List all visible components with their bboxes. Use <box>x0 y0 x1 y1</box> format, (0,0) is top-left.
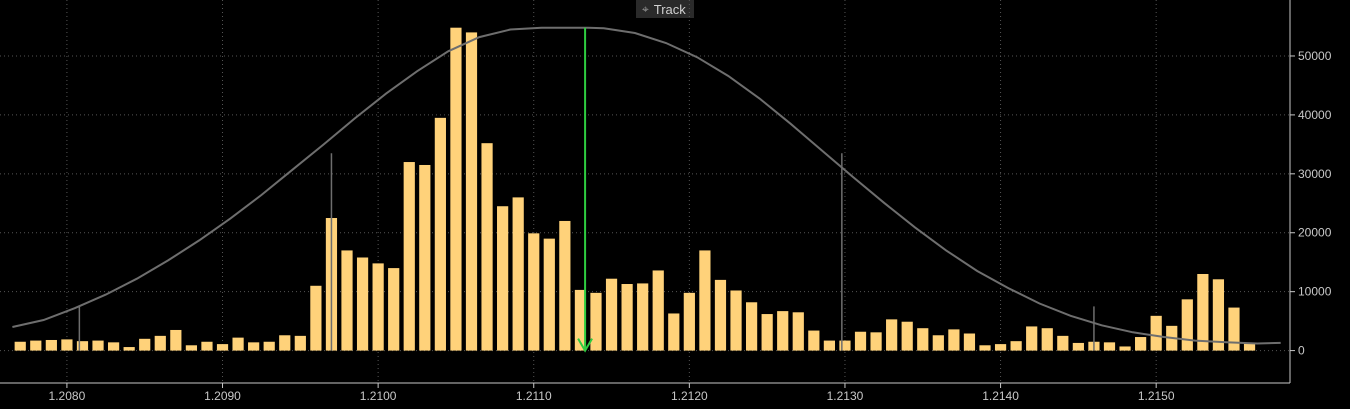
histogram-bar <box>870 332 882 351</box>
histogram-bar <box>434 117 446 351</box>
histogram-bar <box>154 335 166 351</box>
histogram-bar <box>1072 342 1084 351</box>
histogram-bar <box>1103 342 1116 351</box>
histogram-bar <box>559 220 571 351</box>
histogram-bar <box>139 338 151 351</box>
histogram-bar <box>839 340 851 351</box>
histogram-bar <box>917 328 929 351</box>
x-tick-label: 1.2130 <box>827 389 864 403</box>
y-tick-label: 40000 <box>1298 108 1332 122</box>
histogram-bar <box>403 162 415 351</box>
histogram-bar <box>481 143 493 351</box>
histogram-bar <box>497 206 509 351</box>
histogram-bar <box>310 285 322 351</box>
y-tick-label: 20000 <box>1298 226 1332 240</box>
histogram-bar <box>61 339 73 351</box>
x-tick-label: 1.2100 <box>360 389 397 403</box>
histogram-bar <box>528 233 540 351</box>
histogram-bar <box>901 321 913 351</box>
histogram-bar <box>979 345 991 351</box>
histogram-bar <box>1041 328 1053 351</box>
histogram-bar <box>45 339 57 351</box>
histogram-bar <box>388 268 400 351</box>
histogram-bar <box>605 278 618 351</box>
marker-arrowhead <box>577 338 593 353</box>
histogram-bar <box>699 250 711 351</box>
histogram-bar <box>356 257 369 351</box>
histogram-bar <box>714 279 727 351</box>
x-tick-label: 1.2090 <box>204 389 241 403</box>
histogram-bar <box>854 331 867 351</box>
y-tick-label: 50000 <box>1298 49 1332 63</box>
histogram-bar <box>1010 341 1022 351</box>
histogram-bar <box>1135 337 1147 351</box>
histogram-bar <box>808 330 820 351</box>
histogram-bar <box>745 302 758 351</box>
histogram-bar <box>92 340 104 351</box>
histogram-bar <box>730 290 742 351</box>
histogram-bar <box>994 344 1007 351</box>
histogram-bar <box>1026 326 1038 351</box>
histogram-bar <box>201 341 213 351</box>
histogram-bar <box>963 333 976 351</box>
x-tick-label: 1.2080 <box>49 389 86 403</box>
histogram-bar <box>777 311 789 351</box>
histogram-bar <box>263 341 275 351</box>
histogram-bar <box>107 342 120 351</box>
track-label: Track <box>653 1 686 17</box>
histogram-bar <box>232 337 244 351</box>
histogram-bar <box>1212 279 1225 351</box>
histogram-bar <box>886 319 898 351</box>
histogram-bar <box>185 345 198 351</box>
x-tick-label: 1.2140 <box>982 389 1019 403</box>
histogram-bar <box>279 335 291 351</box>
histogram-bar <box>932 335 944 351</box>
x-tick-label: 1.2110 <box>516 389 552 403</box>
x-tick-label: 1.2150 <box>1138 389 1175 403</box>
histogram-bar <box>1181 299 1193 351</box>
x-tick-label: 1.2120 <box>671 389 708 403</box>
histogram-bar <box>823 340 835 351</box>
histogram-bar <box>668 313 680 351</box>
histogram-bar <box>543 238 555 351</box>
histogram-bar <box>621 284 633 351</box>
histogram-bar <box>170 329 182 351</box>
histogram-bar <box>590 292 602 351</box>
y-tick-label: 0 <box>1298 344 1305 358</box>
histogram-bar <box>341 250 353 351</box>
histogram-bar <box>1243 342 1256 351</box>
histogram-bar <box>1057 335 1069 351</box>
histogram-bar <box>761 314 773 351</box>
histogram-bar <box>637 283 649 351</box>
histogram-bar <box>1197 273 1209 351</box>
track-button[interactable]: ⌖ Track <box>636 0 694 18</box>
histogram-bar <box>652 270 664 351</box>
histogram-bar <box>372 263 384 351</box>
crosshair-icon: ⌖ <box>642 1 649 16</box>
histogram-bar <box>792 312 804 351</box>
histogram-bar <box>123 347 135 351</box>
histogram-bar <box>683 292 695 351</box>
y-tick-label: 10000 <box>1298 285 1332 299</box>
histogram-bar <box>1119 346 1131 351</box>
histogram-bar <box>1228 307 1240 351</box>
histogram-bar <box>248 342 260 351</box>
histogram-bar <box>30 340 42 351</box>
distribution-curve <box>12 26 1281 345</box>
histogram-bar <box>948 329 960 351</box>
y-tick-label: 30000 <box>1298 167 1332 181</box>
histogram-bar <box>294 335 306 351</box>
histogram-bar <box>1150 315 1162 351</box>
histogram-bar <box>465 32 478 351</box>
histogram-bar <box>419 164 431 351</box>
histogram-bar <box>216 344 229 351</box>
histogram-bar <box>14 341 26 351</box>
histogram-bar <box>574 289 587 351</box>
histogram-bar <box>450 27 462 351</box>
histogram-bar <box>512 197 524 351</box>
histogram-bar <box>76 341 89 351</box>
